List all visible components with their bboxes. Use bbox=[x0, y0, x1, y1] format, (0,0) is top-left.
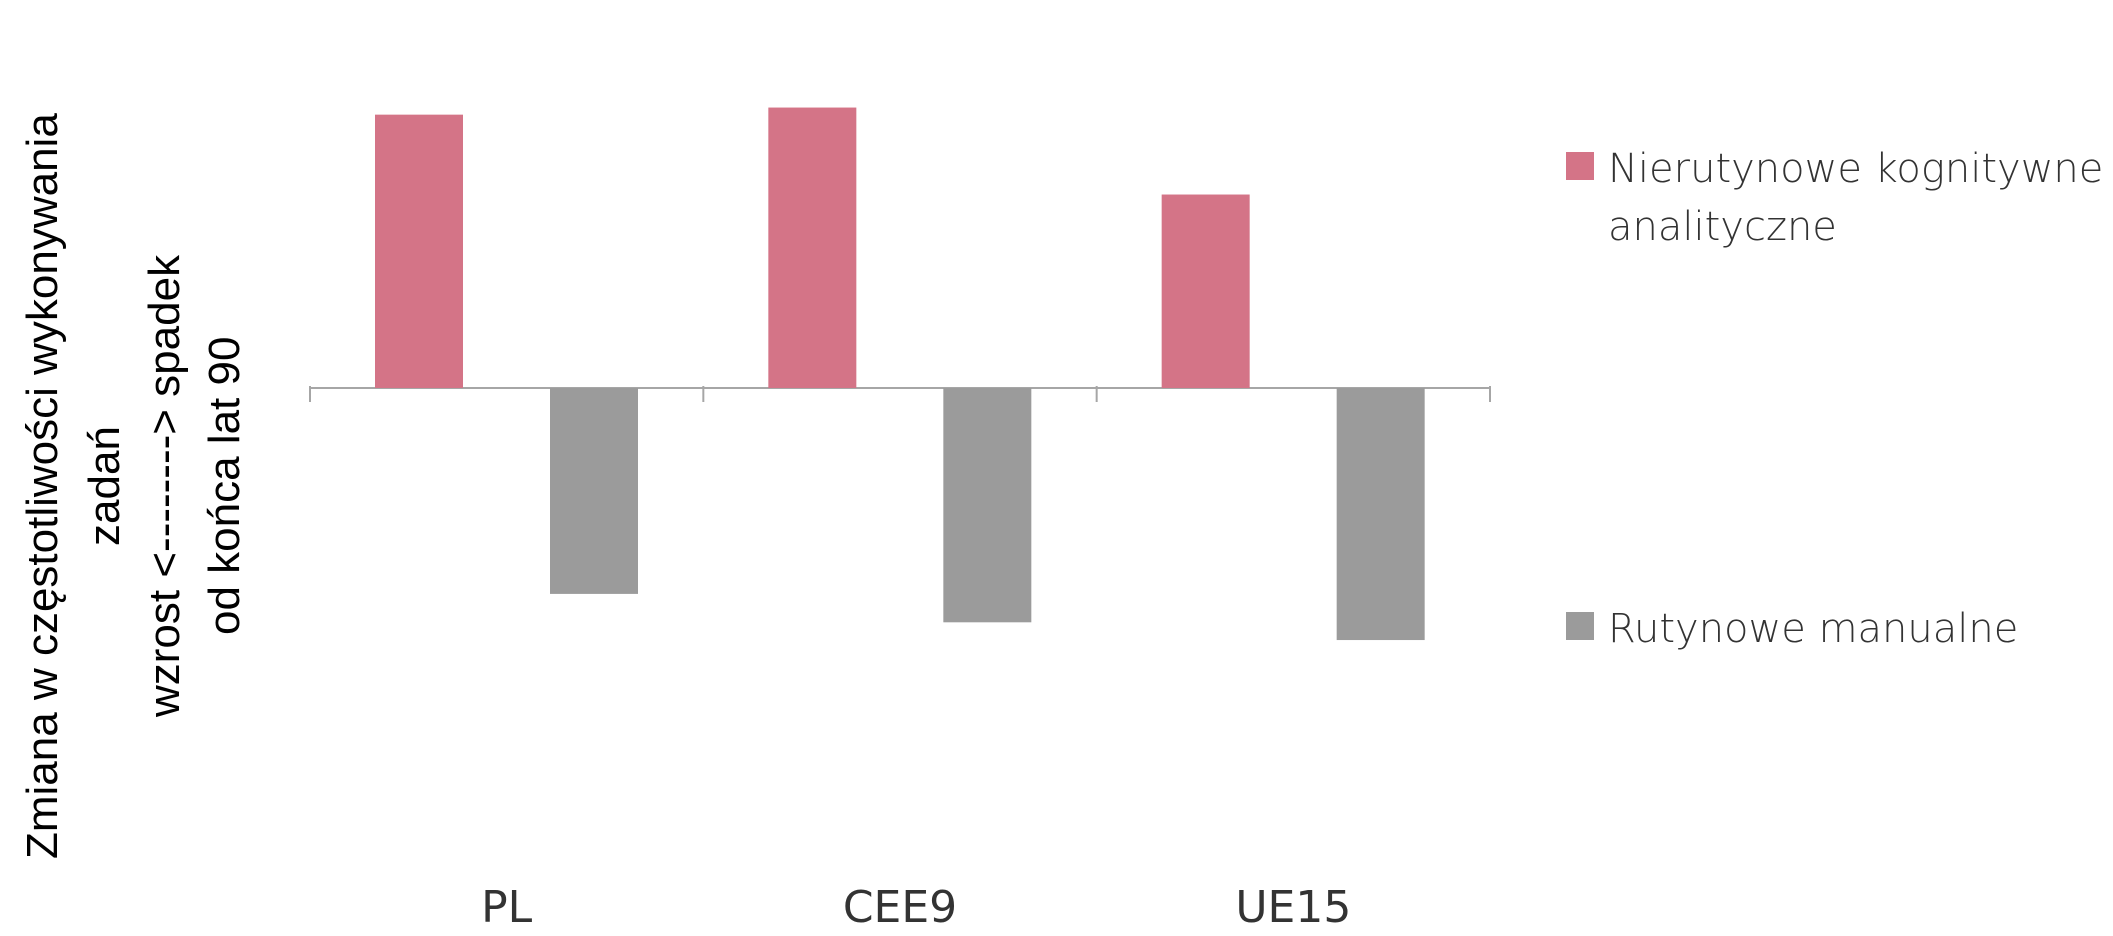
legend-label-nierutynowe: Nierutynowe kognitywne analityczne bbox=[1608, 140, 2103, 256]
legend-label-line-2: analityczne bbox=[1608, 204, 1837, 250]
x-tick-label-pl: PL bbox=[481, 882, 533, 933]
legend-item-nierutynowe: Nierutynowe kognitywne analityczne bbox=[1566, 140, 2103, 256]
legend-swatch-gray bbox=[1566, 612, 1594, 640]
bar-rutynowe-cee9 bbox=[943, 388, 1032, 623]
bar-nierutynowe-cee9 bbox=[768, 107, 857, 389]
bar-nierutynowe-pl bbox=[375, 114, 463, 389]
x-tick-label-ue15: UE15 bbox=[1235, 882, 1351, 933]
bar-nierutynowe-ue15 bbox=[1161, 194, 1250, 388]
bar-rutynowe-pl bbox=[550, 388, 638, 594]
bar-rutynowe-ue15 bbox=[1336, 388, 1425, 641]
legend-swatch-pink bbox=[1566, 152, 1594, 180]
x-tick-label-cee9: CEE9 bbox=[843, 882, 957, 933]
legend-label-line-1: Nierutynowe kognitywne bbox=[1608, 146, 2104, 192]
legend-item-rutynowe: Rutynowe manualne bbox=[1566, 600, 2018, 658]
legend-label-rutynowe: Rutynowe manualne bbox=[1608, 606, 2019, 652]
